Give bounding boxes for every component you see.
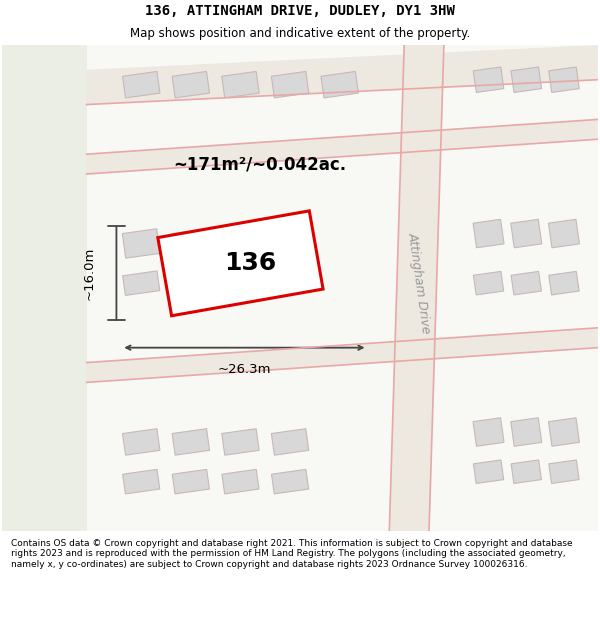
Polygon shape	[221, 229, 259, 258]
Polygon shape	[172, 71, 209, 98]
Polygon shape	[122, 229, 160, 258]
Polygon shape	[511, 219, 542, 248]
Polygon shape	[172, 469, 209, 494]
Polygon shape	[473, 67, 504, 92]
Polygon shape	[511, 460, 541, 484]
Polygon shape	[222, 71, 259, 98]
Polygon shape	[389, 45, 444, 531]
Polygon shape	[271, 229, 309, 258]
Text: Map shows position and indicative extent of the property.: Map shows position and indicative extent…	[130, 28, 470, 40]
Polygon shape	[122, 271, 160, 296]
Polygon shape	[86, 45, 598, 104]
Polygon shape	[86, 328, 598, 382]
Polygon shape	[271, 71, 309, 98]
Polygon shape	[549, 460, 579, 484]
Text: ~16.0m: ~16.0m	[82, 246, 95, 300]
Polygon shape	[511, 67, 542, 92]
Text: ~26.3m: ~26.3m	[218, 363, 271, 376]
Polygon shape	[222, 271, 259, 296]
Polygon shape	[511, 418, 542, 446]
Polygon shape	[2, 45, 86, 531]
Polygon shape	[548, 418, 580, 446]
Polygon shape	[321, 71, 358, 98]
Polygon shape	[122, 469, 160, 494]
Polygon shape	[271, 469, 308, 494]
Polygon shape	[86, 119, 598, 174]
Polygon shape	[172, 271, 209, 296]
Polygon shape	[122, 71, 160, 98]
Text: Contains OS data © Crown copyright and database right 2021. This information is : Contains OS data © Crown copyright and d…	[11, 539, 572, 569]
Polygon shape	[172, 429, 209, 455]
Polygon shape	[222, 469, 259, 494]
Polygon shape	[222, 429, 259, 455]
Polygon shape	[548, 219, 580, 248]
Polygon shape	[271, 271, 308, 296]
Polygon shape	[172, 229, 210, 258]
Polygon shape	[548, 67, 579, 92]
Polygon shape	[158, 211, 323, 316]
Polygon shape	[549, 271, 579, 295]
Text: 136: 136	[224, 251, 277, 276]
Polygon shape	[473, 219, 504, 248]
Polygon shape	[271, 429, 309, 455]
Text: ~171m²/~0.042ac.: ~171m²/~0.042ac.	[174, 155, 347, 173]
Polygon shape	[473, 460, 503, 484]
Polygon shape	[473, 271, 503, 295]
Polygon shape	[511, 271, 541, 295]
Text: 136, ATTINGHAM DRIVE, DUDLEY, DY1 3HW: 136, ATTINGHAM DRIVE, DUDLEY, DY1 3HW	[145, 4, 455, 18]
Polygon shape	[473, 418, 504, 446]
Text: Attingham Drive: Attingham Drive	[406, 231, 433, 335]
Polygon shape	[122, 429, 160, 455]
Polygon shape	[86, 45, 598, 531]
